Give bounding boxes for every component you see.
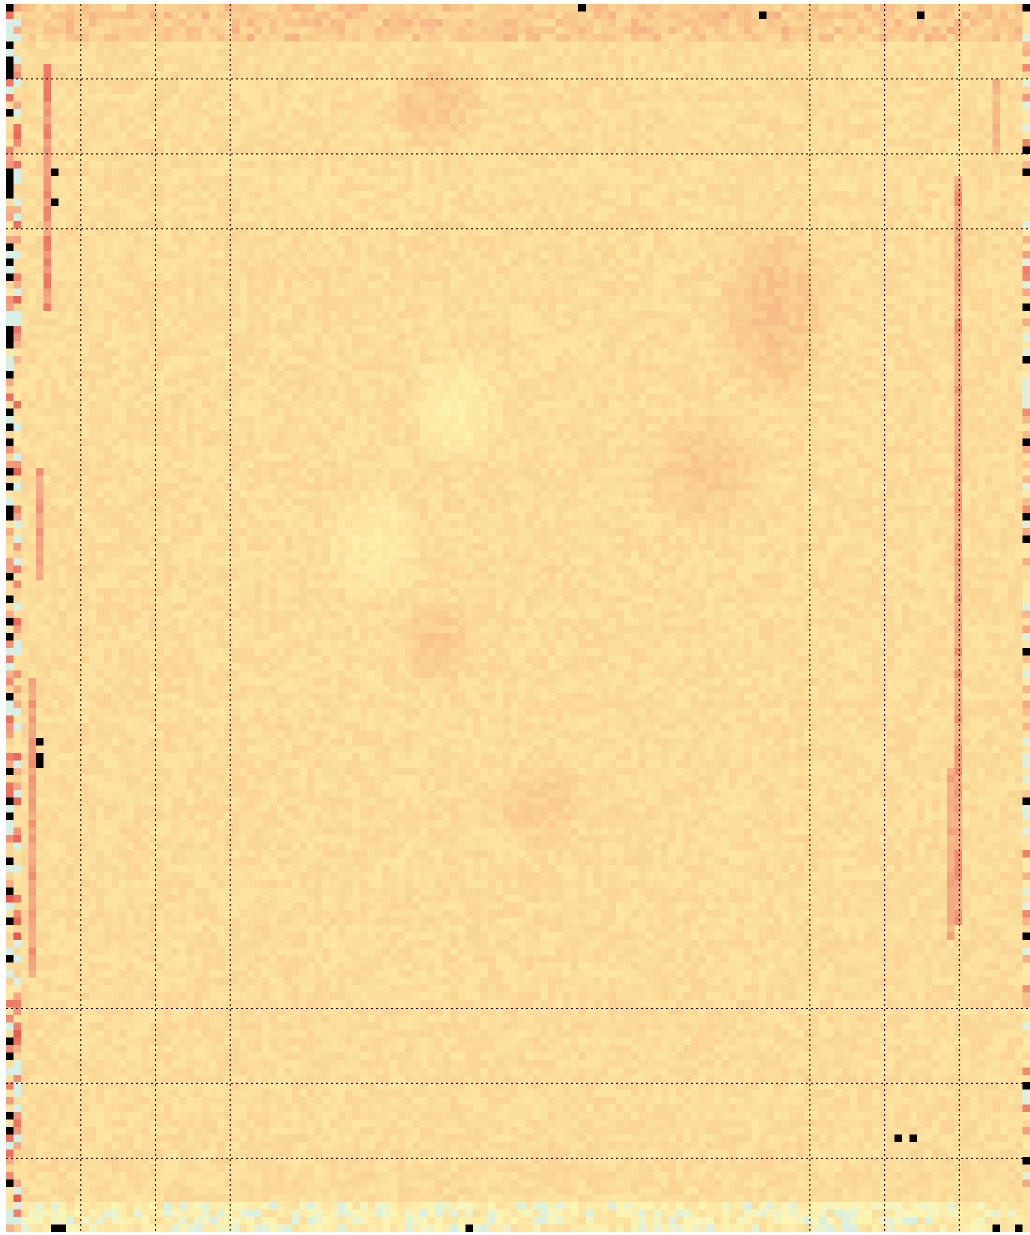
heatmap-cells (6, 4, 1030, 1232)
heatmap-plot (6, 4, 1030, 1232)
